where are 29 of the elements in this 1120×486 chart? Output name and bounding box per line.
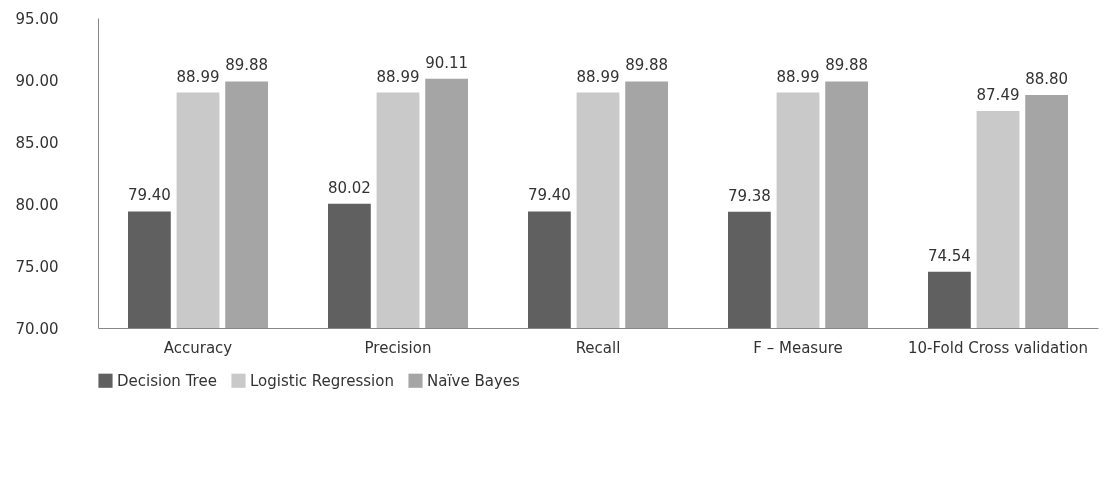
data-label: 88.80 [1025,69,1069,88]
data-label: 88.99 [376,67,420,86]
data-label: 79.40 [527,186,571,205]
y-tick-label: 70.00 [15,319,59,338]
y-tick-label: 75.00 [15,257,59,276]
data-label: 88.99 [576,67,620,86]
data-label: 90.11 [425,53,469,72]
legend-label: Decision Tree [117,371,217,390]
x-tick-label: Accuracy [163,338,233,357]
x-tick-label: 10-Fold Cross validation [908,338,1088,357]
y-tick-label: 90.00 [15,71,59,90]
x-tick-label: F – Measure [753,338,843,357]
data-label: 88.99 [776,67,820,86]
data-label: 89.88 [825,56,869,75]
x-tick-label: Recall [575,338,621,357]
data-label: 79.38 [727,186,771,205]
y-tick-label: 95.00 [15,9,59,28]
legend-label: Logistic Regression [250,371,394,390]
data-label: 80.02 [327,178,371,197]
data-label: 89.88 [225,56,269,75]
data-label: 88.99 [176,67,220,86]
y-tick-label: 80.00 [15,195,59,214]
data-label: 87.49 [976,86,1020,105]
x-tick-label: Precision [364,338,432,357]
data-label: 89.88 [625,56,669,75]
data-label: 74.54 [927,246,971,265]
data-label: 79.40 [127,186,171,205]
legend-label: Naïve Bayes [427,371,521,390]
y-tick-label: 85.00 [15,133,59,152]
